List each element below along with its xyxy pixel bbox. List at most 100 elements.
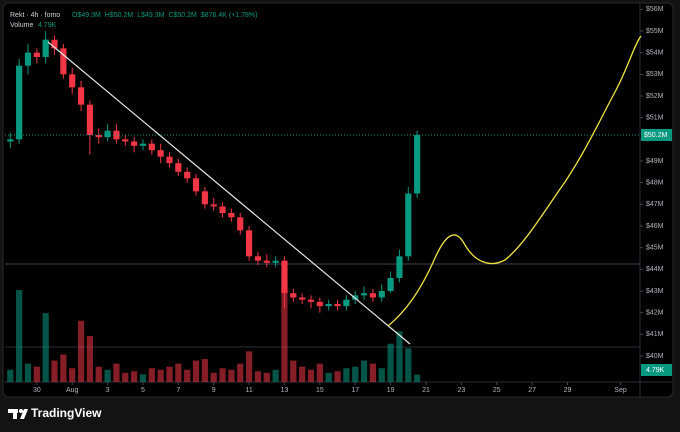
y-tick-label: $41M	[646, 331, 664, 338]
candle-body	[16, 65, 23, 140]
candle-body	[166, 156, 173, 164]
volume-bar	[281, 287, 288, 382]
price-tag: $50.2M	[644, 132, 668, 139]
candle-body	[254, 256, 262, 261]
candle-body	[343, 299, 350, 307]
candle-body	[51, 39, 58, 49]
candle-body	[175, 163, 182, 172]
candle-body	[369, 293, 377, 298]
candle-body	[184, 171, 191, 179]
y-tick-label: $42M	[646, 310, 664, 317]
x-tick-label: 5	[141, 387, 145, 394]
candle-body	[24, 52, 32, 66]
x-tick-label: 7	[176, 387, 180, 394]
volume-bar	[396, 331, 403, 382]
x-tick-label: 23	[457, 387, 465, 394]
candle-body	[316, 301, 323, 307]
volume-bar	[33, 366, 40, 382]
volume-title: Volume	[10, 22, 33, 29]
trend-line	[47, 41, 411, 345]
candle-body	[360, 293, 368, 296]
volume-bar	[237, 363, 244, 382]
candle-body	[148, 143, 155, 151]
volume-bar	[175, 363, 182, 382]
x-tick-label: 9	[212, 387, 216, 394]
y-tick-label: $47M	[646, 201, 664, 208]
candle-body	[104, 130, 111, 138]
y-tick-label: $53M	[646, 71, 664, 78]
candle-body	[42, 39, 49, 57]
volume-bar	[360, 360, 368, 382]
candle-body	[95, 135, 102, 138]
x-tick-label: 3	[106, 387, 110, 394]
x-tick-label: Sep	[614, 387, 627, 394]
candle-body	[131, 141, 138, 146]
volume-bar	[7, 369, 14, 382]
y-tick-label: $40M	[646, 353, 664, 360]
volume-tag-bg	[641, 364, 672, 376]
ohlc-value: H$50.2M	[105, 12, 134, 19]
x-tick-label: Aug	[66, 387, 79, 394]
x-tick-label: 15	[316, 387, 324, 394]
candle-body	[281, 260, 288, 294]
candle-body	[405, 193, 412, 257]
volume-bar	[263, 372, 270, 382]
volume-bar	[299, 366, 306, 382]
price-tag-bg	[641, 129, 672, 141]
chart-panel	[2, 2, 674, 398]
candle-body	[33, 52, 40, 57]
volume-bar	[77, 320, 85, 382]
candle-body	[378, 291, 385, 298]
x-tick-label: 21	[422, 387, 430, 394]
volume-bar	[378, 368, 385, 382]
y-tick-label: $44M	[646, 266, 664, 273]
volume-bar	[405, 348, 412, 382]
candle-body	[396, 256, 403, 278]
candle-body	[192, 178, 200, 192]
ohlc-value: C$50.2M	[168, 12, 197, 19]
candle-body	[77, 87, 85, 105]
candle-body	[86, 104, 93, 135]
y-tick-label: $54M	[646, 50, 664, 57]
candle-body	[60, 48, 67, 75]
volume-bar	[352, 366, 359, 382]
candle-body	[414, 135, 421, 194]
candle-body	[69, 74, 76, 88]
x-tick-label: 13	[281, 387, 289, 394]
volume-bar	[86, 336, 93, 382]
candle-body	[290, 293, 297, 298]
candle-body	[387, 278, 394, 291]
volume-bar	[334, 371, 341, 382]
volume-bar	[210, 372, 217, 382]
volume-bar	[387, 343, 394, 382]
volume-bar	[343, 368, 350, 382]
y-tick-label: $45M	[646, 245, 664, 252]
x-tick-label: 27	[528, 387, 536, 394]
volume-bar	[113, 363, 120, 382]
volume-bar	[16, 290, 23, 382]
volume-bar	[104, 369, 111, 382]
candle-body	[122, 139, 129, 142]
logo-dot	[19, 409, 23, 413]
volume-bar	[139, 374, 147, 382]
volume-bar	[95, 366, 102, 382]
volume-bar	[157, 369, 164, 382]
volume-tag: 4.79K	[646, 367, 665, 374]
volume-bar	[148, 368, 155, 382]
ohlc-value: L$49.3M	[137, 12, 164, 19]
candle-body	[334, 304, 341, 307]
volume-value: 4.79K	[38, 22, 57, 29]
volume-bar	[325, 372, 332, 382]
volume-bar	[228, 369, 235, 382]
brand-logo	[8, 409, 28, 419]
volume-bar	[131, 371, 138, 382]
volume-bar	[122, 372, 129, 382]
y-tick-label: $55M	[646, 28, 664, 35]
x-tick-label: 25	[493, 387, 501, 394]
candle-body	[7, 139, 14, 142]
volume-bar	[272, 369, 279, 382]
volume-bar	[201, 359, 208, 382]
volume-bar	[69, 368, 76, 382]
candle-body	[245, 230, 253, 257]
